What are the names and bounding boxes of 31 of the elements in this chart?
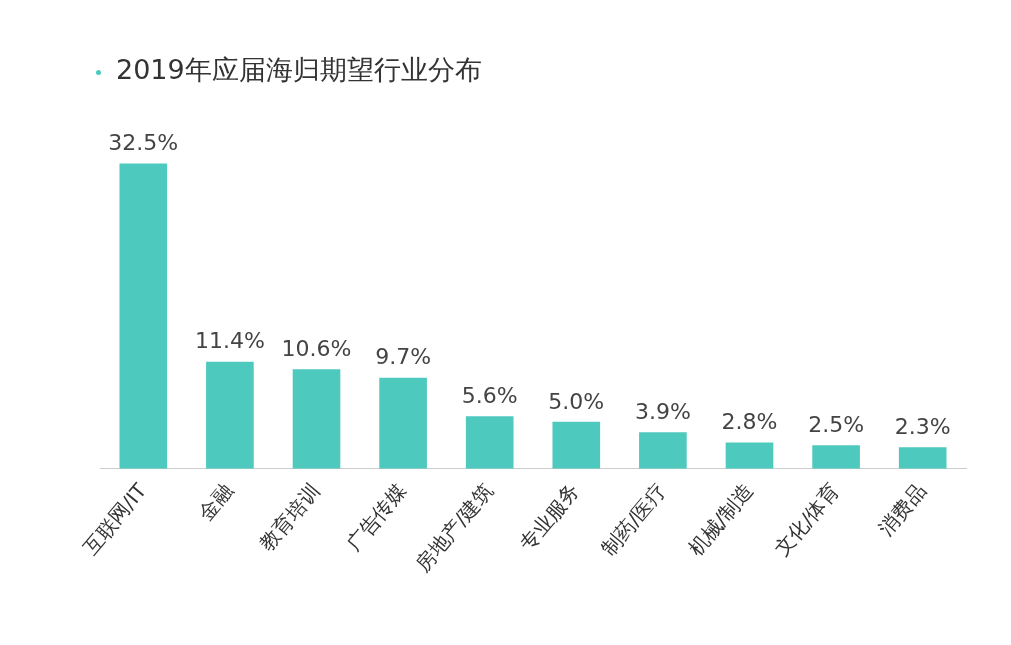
data-label: 9.7% — [375, 344, 432, 370]
bar — [379, 377, 427, 469]
x-tick-label: 消费品 — [873, 478, 931, 541]
data-label: 3.9% — [634, 398, 691, 424]
bar — [639, 432, 687, 469]
data-label: 10.6% — [281, 335, 352, 361]
data-label: 5.6% — [461, 382, 518, 408]
data-label: 2.8% — [721, 409, 778, 435]
data-label: 2.3% — [894, 413, 951, 439]
x-tick-label: 机械/制造 — [683, 478, 758, 561]
chart-title: 2019年应届海归期望行业分布 — [116, 53, 482, 87]
x-tick-label: 制药/医疗 — [596, 478, 671, 561]
bar — [725, 442, 774, 469]
data-label: 32.5% — [108, 130, 179, 156]
x-tick-label: 文化/体育 — [769, 478, 844, 561]
x-tick-label: 教育培训 — [254, 478, 325, 556]
data-label: 5.0% — [548, 388, 605, 414]
x-tick-label: 互联网/IT — [78, 478, 152, 560]
bar — [465, 416, 514, 469]
x-tick-label: 金融 — [193, 478, 238, 525]
bar — [552, 421, 601, 469]
x-tick-label: 广告传媒 — [341, 478, 411, 556]
bar — [119, 163, 168, 469]
bar — [898, 447, 947, 469]
bar — [812, 445, 860, 469]
bar — [292, 369, 341, 469]
x-tick-label: 专业服务 — [514, 478, 585, 556]
data-label: 2.5% — [808, 412, 865, 438]
x-tick-label: 房地产/建筑 — [410, 478, 498, 576]
data-label: 11.4% — [194, 328, 265, 354]
bar — [206, 361, 254, 469]
